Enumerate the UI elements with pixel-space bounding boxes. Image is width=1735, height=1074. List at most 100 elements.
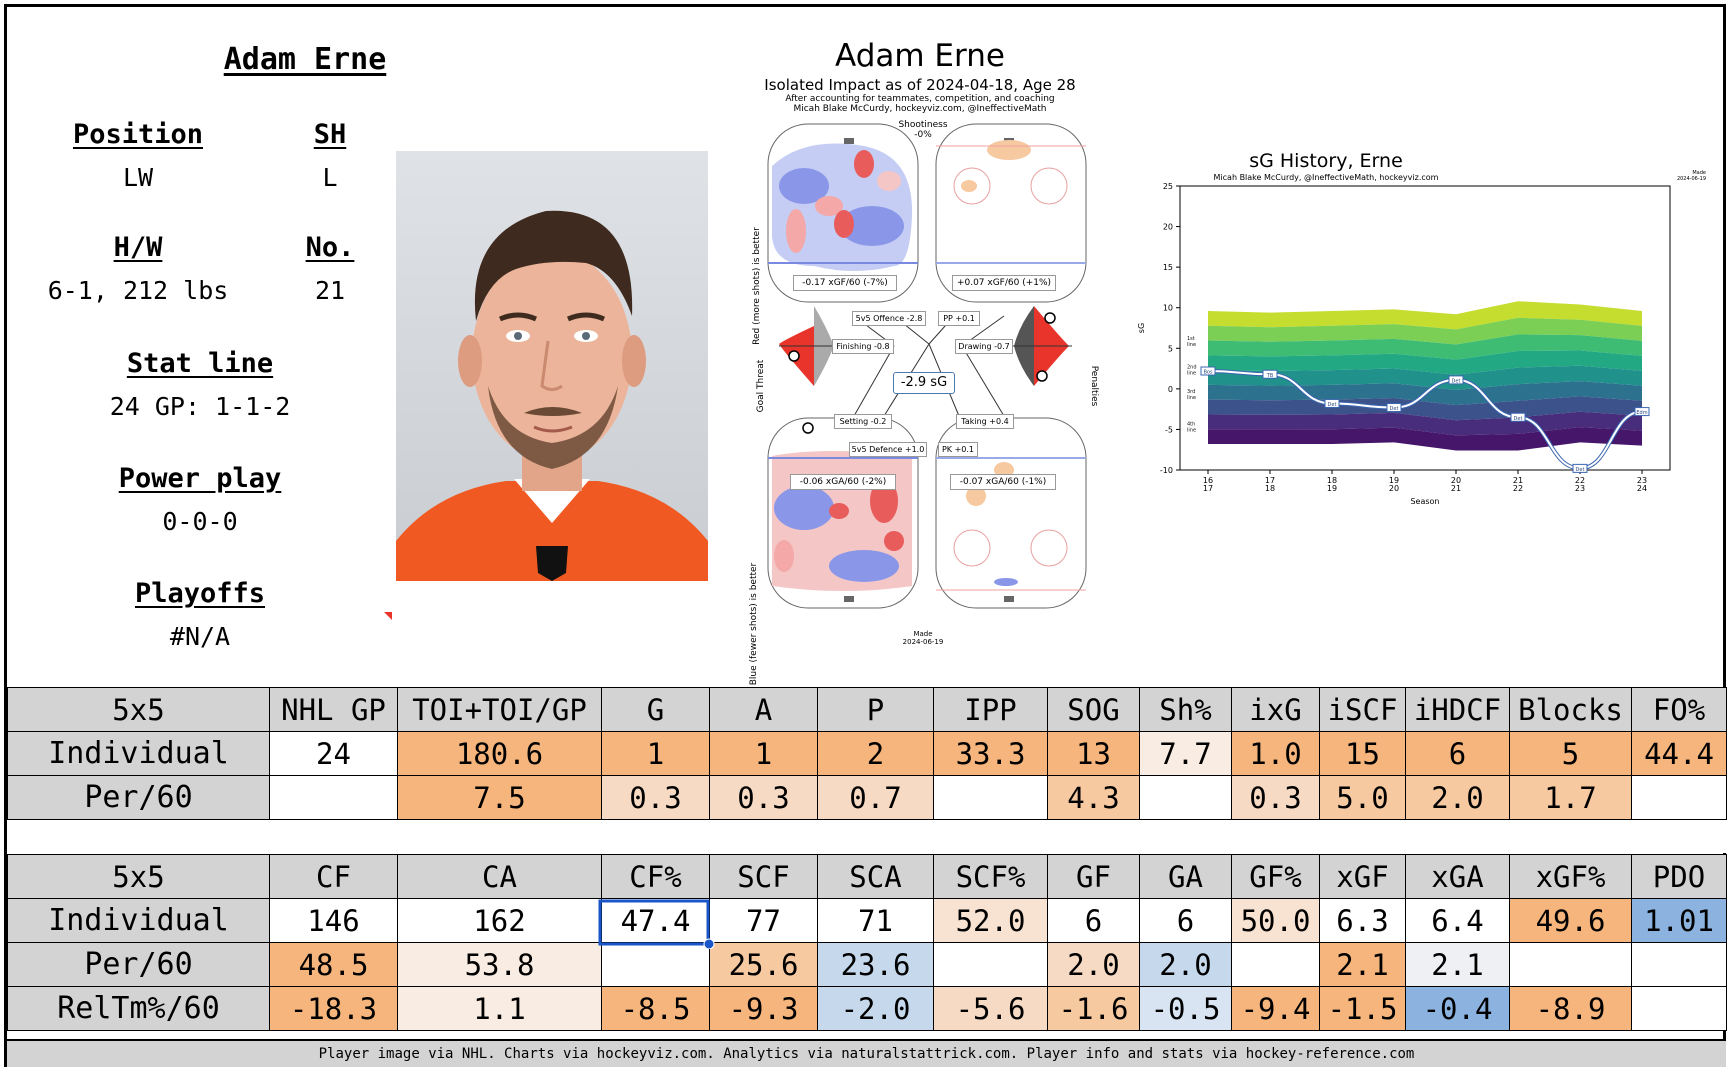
stat-cell[interactable] [933,775,1048,820]
stat-cell[interactable]: 6 [1139,898,1232,943]
defence-5v5-heatmap [772,451,912,591]
position-label: Position [72,119,204,150]
stat-cell[interactable]: 44.4 [1631,731,1727,776]
data-point-label: Det [1328,402,1337,408]
stat-cell[interactable]: 15 [1319,731,1406,776]
stat-cell[interactable]: 1.01 [1631,898,1727,943]
stat-cell[interactable]: 53.8 [397,942,602,987]
finishing-box: Finishing -0.8 [832,339,894,354]
stat-cell[interactable]: 71 [817,898,934,943]
stat-cell[interactable]: -0.4 [1405,986,1510,1031]
stat-cell[interactable] [1631,942,1727,987]
stat-cell[interactable]: 5 [1509,731,1632,776]
stat-cell[interactable] [269,775,398,820]
stat-cell[interactable]: 1 [709,731,818,776]
stat-cell[interactable]: 13 [1047,731,1140,776]
stat-cell[interactable]: 7.5 [397,775,602,820]
x-axis-label: Season [1410,497,1439,506]
stat-cell[interactable]: 2.1 [1319,942,1406,987]
x-tick-label: 21 [1513,476,1523,485]
stat-cell[interactable]: -1.6 [1047,986,1140,1031]
stat-cell[interactable]: 2.0 [1047,942,1140,987]
stat-cell[interactable]: 33.3 [933,731,1048,776]
row-label: Individual [7,898,270,943]
band-label: 4th [1187,421,1195,427]
stat-cell[interactable]: -8.9 [1509,986,1632,1031]
stat-cell[interactable]: 2.0 [1139,942,1232,987]
chart-subtitle: Micah Blake McCurdy, @IneffectiveMath, h… [1213,173,1439,182]
stat-cell[interactable]: -0.5 [1139,986,1232,1031]
stat-cell[interactable]: 50.0 [1231,898,1320,943]
stat-cell[interactable]: 180.6 [397,731,602,776]
stat-cell[interactable]: 5.0 [1319,775,1406,820]
stat-cell[interactable]: 2.0 [1405,775,1510,820]
stat-cell[interactable]: -5.6 [933,986,1048,1031]
stat-cell[interactable]: 1.1 [397,986,602,1031]
stat-cell[interactable]: 2.1 [1405,942,1510,987]
stat-cell[interactable] [1631,775,1727,820]
stat-cell[interactable]: 49.6 [1509,898,1632,943]
band-area [1208,411,1642,436]
stat-cell[interactable] [1631,986,1727,1031]
stat-cell[interactable]: -1.5 [1319,986,1406,1031]
hw-value: 6-1, 212 lbs [47,276,229,305]
column-header: ixG [1231,687,1320,732]
sg-history-chart: -10-505101520251617171818191920202121222… [1137,182,1671,506]
xgf-pp-box: +0.07 xGF/60 (+1%) [952,275,1056,291]
y-tick-label: 25 [1163,182,1173,191]
stat-cell[interactable]: 6.3 [1319,898,1406,943]
column-header: Sh% [1139,687,1232,732]
stat-cell[interactable]: 6 [1405,731,1510,776]
stat-cell[interactable] [1231,942,1320,987]
stat-cell[interactable]: 47.4 [601,898,710,943]
stat-cell[interactable]: 77 [709,898,818,943]
stat-cell[interactable]: 7.7 [1139,731,1232,776]
column-header: SCA [817,854,934,899]
shootiness-value: -0% [914,130,932,140]
band-label: line [1187,427,1196,433]
stat-cell[interactable]: -18.3 [269,986,398,1031]
marker-icon [384,612,392,620]
offence-5v5-heatmap [772,143,913,271]
y-tick-label: 10 [1163,304,1173,313]
stat-cell[interactable]: 1 [601,731,710,776]
stat-cell[interactable]: 6 [1047,898,1140,943]
data-point-label: TB [1266,373,1274,379]
band-label: 3rd [1187,389,1195,395]
stat-cell[interactable]: 0.3 [601,775,710,820]
stat-cell[interactable] [933,942,1048,987]
stat-cell[interactable]: 2 [817,731,934,776]
column-header: G [601,687,710,732]
stat-cell[interactable]: 48.5 [269,942,398,987]
stat-cell[interactable]: -9.4 [1231,986,1320,1031]
stat-cell[interactable]: 146 [269,898,398,943]
table-row: RelTm%/60 -18.3 1.1 -8.5 -9.3 -2.0 -5.6 -1.6 -0.… [7,986,1727,1031]
stat-cell[interactable]: 1.7 [1509,775,1632,820]
stat-cell[interactable]: 52.0 [933,898,1048,943]
band-area [1208,334,1642,360]
stat-cell[interactable] [1509,942,1632,987]
stat-cell[interactable]: 24 [269,731,398,776]
column-header: GF% [1231,854,1320,899]
sh-value: L [322,163,338,192]
stat-cell[interactable] [1139,775,1232,820]
y-tick-label: 20 [1163,223,1173,232]
stat-cell[interactable]: 1.0 [1231,731,1320,776]
stat-cell[interactable]: 25.6 [709,942,818,987]
stat-cell[interactable]: 6.4 [1405,898,1510,943]
stat-cell[interactable]: 0.3 [1231,775,1320,820]
stat-cell[interactable] [601,942,710,987]
column-header: PDO [1631,854,1727,899]
stat-cell[interactable]: -8.5 [601,986,710,1031]
stat-cell[interactable]: -2.0 [817,986,934,1031]
stat-cell[interactable]: -9.3 [709,986,818,1031]
stat-cell[interactable]: 4.3 [1047,775,1140,820]
playoffs-label: Playoffs [134,578,266,609]
stat-cell[interactable]: 0.7 [817,775,934,820]
stat-cell[interactable]: 0.3 [709,775,818,820]
stat-cell[interactable]: 162 [397,898,602,943]
stat-cell[interactable]: 23.6 [817,942,934,987]
made-label: Made [913,630,933,638]
data-point [1572,463,1588,473]
table-spacer [7,820,1726,853]
